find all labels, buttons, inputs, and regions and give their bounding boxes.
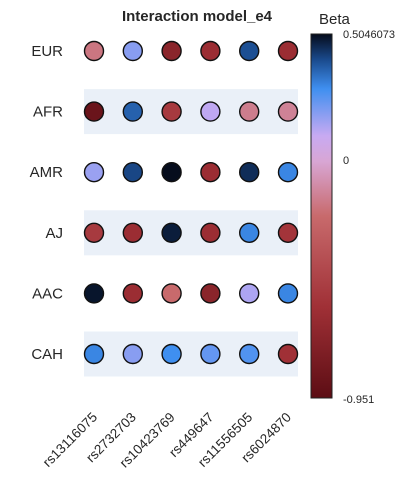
- row-band-cah: [84, 331, 298, 377]
- row-label-amr: AMR: [30, 164, 64, 181]
- dots: [83, 40, 299, 365]
- colorbar-label: Beta: [319, 11, 351, 28]
- dot-eur-rs13116075: [83, 40, 105, 62]
- row-band-aj: [84, 210, 298, 256]
- row-label-eur: EUR: [31, 43, 63, 60]
- dot-amr-rs13116075: [83, 161, 105, 183]
- column-labels: rs13116075rs2732703rs10423769rs449647rs1…: [40, 410, 294, 471]
- dot-aac-rs13116075: [83, 283, 105, 304]
- dot-eur-rs10423769: [161, 40, 182, 62]
- row-band-eur: [84, 28, 298, 74]
- dot-eur-rs11556505: [238, 40, 260, 62]
- dot-aac-rs2732703: [122, 283, 144, 304]
- dot-aac-rs11556505: [238, 283, 260, 304]
- row-band-afr: [84, 89, 298, 135]
- dot-aj-rs13116075: [83, 222, 105, 244]
- dot-amr-rs11556505: [238, 161, 260, 183]
- dot-eur-rs2732703: [122, 40, 144, 62]
- dot-aj-rs6024870: [277, 222, 299, 244]
- chart-title: Interaction model_e4: [122, 8, 273, 25]
- dot-amr-rs6024870: [277, 161, 299, 183]
- colorbar-tick-min: -0.951: [343, 394, 374, 406]
- row-label-afr: AFR: [33, 104, 63, 121]
- dot-eur-rs6024870: [277, 40, 299, 62]
- colorbar-tick-zero: 0: [343, 155, 349, 167]
- dot-aj-rs2732703: [122, 222, 144, 244]
- row-label-aac: AAC: [32, 285, 63, 302]
- dot-afr-rs13116075: [83, 101, 105, 122]
- dot-aac-rs10423769: [161, 283, 182, 304]
- dot-afr-rs10423769: [161, 101, 182, 122]
- dot-cah-rs449647: [200, 343, 221, 365]
- dot-cah-rs10423769: [161, 343, 182, 365]
- dot-afr-rs449647: [200, 101, 221, 122]
- row-label-aj: AJ: [45, 225, 63, 242]
- dot-afr-rs2732703: [122, 101, 144, 122]
- dot-aac-rs449647: [200, 283, 221, 304]
- dot-aj-rs11556505: [238, 222, 260, 244]
- dot-amr-rs449647: [200, 161, 221, 183]
- colorbar: Beta 0.5046073 0 -0.951: [310, 11, 395, 406]
- dot-aj-rs449647: [200, 222, 221, 244]
- dot-afr-rs11556505: [238, 101, 260, 122]
- dot-cah-rs13116075: [83, 343, 105, 365]
- colorbar-gradient: [310, 33, 333, 399]
- row-band-aac: [84, 270, 298, 316]
- row-label-cah: CAH: [31, 346, 63, 363]
- row-labels: EUR AFR AMR AJ AAC CAH: [30, 43, 64, 363]
- dot-cah-rs2732703: [122, 343, 144, 365]
- dot-eur-rs449647: [200, 40, 221, 62]
- dot-afr-rs6024870: [277, 101, 299, 122]
- colorbar-tick-max: 0.5046073: [343, 29, 395, 41]
- row-bands: [84, 28, 298, 377]
- dot-aj-rs10423769: [161, 222, 182, 244]
- dot-amr-rs10423769: [161, 161, 182, 183]
- dot-cah-rs11556505: [238, 343, 260, 365]
- dot-aac-rs6024870: [277, 283, 299, 304]
- dot-cah-rs6024870: [277, 343, 299, 365]
- row-band-amr: [84, 149, 298, 195]
- dot-amr-rs2732703: [122, 161, 144, 183]
